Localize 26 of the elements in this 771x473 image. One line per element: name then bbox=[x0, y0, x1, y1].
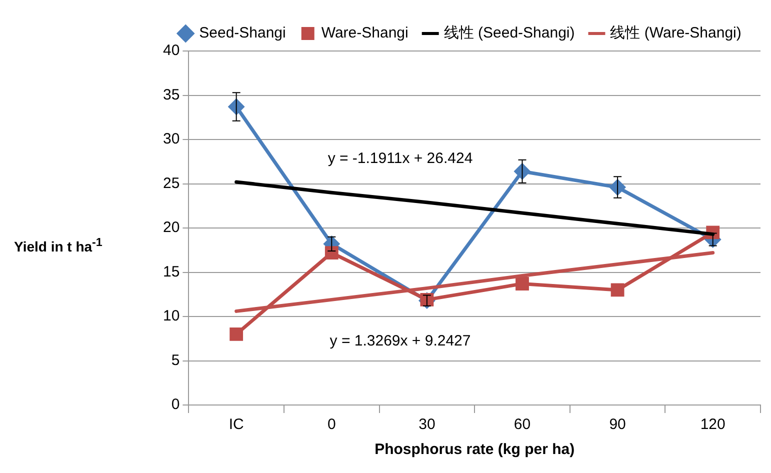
x-tick-label: 0 bbox=[327, 416, 336, 434]
annotation: y = 1.3269x + 9.2427 bbox=[330, 332, 471, 350]
y-tick-label: 20 bbox=[162, 219, 180, 236]
x-axis-title: Phosphorus rate (kg per ha) bbox=[374, 441, 575, 458]
y-tick-label: 25 bbox=[162, 174, 180, 192]
y-tick-label: 15 bbox=[162, 263, 180, 280]
point bbox=[516, 277, 529, 290]
point bbox=[610, 283, 624, 297]
legend-label: 线性 (Ware-Shangi) bbox=[610, 24, 742, 42]
y-tick-label: 0 bbox=[171, 396, 180, 414]
x-tick-label: 120 bbox=[700, 416, 726, 434]
legend-label: 线性 (Seed-Shangi) bbox=[444, 24, 575, 42]
annotation: y = -1.1911x + 26.424 bbox=[328, 150, 473, 168]
y-tick-label: 10 bbox=[162, 308, 180, 325]
x-tick-label: IC bbox=[228, 416, 244, 434]
point bbox=[230, 328, 244, 341]
y-axis-title: Yield in t ha$^{-1}$ bbox=[14, 236, 102, 255]
legend-label: Ware-Shangi bbox=[321, 24, 408, 42]
y-tick-label: 5 bbox=[171, 352, 180, 369]
y-tick-label: 40 bbox=[162, 42, 180, 60]
legend-label: Seed-Shangi bbox=[199, 24, 286, 42]
y-tick-label: 30 bbox=[162, 130, 180, 148]
y-tick-label: 35 bbox=[162, 86, 180, 104]
x-tick-label: 60 bbox=[514, 416, 531, 434]
x-tick-label: 30 bbox=[418, 416, 436, 434]
x-tick-label: 90 bbox=[609, 416, 626, 434]
